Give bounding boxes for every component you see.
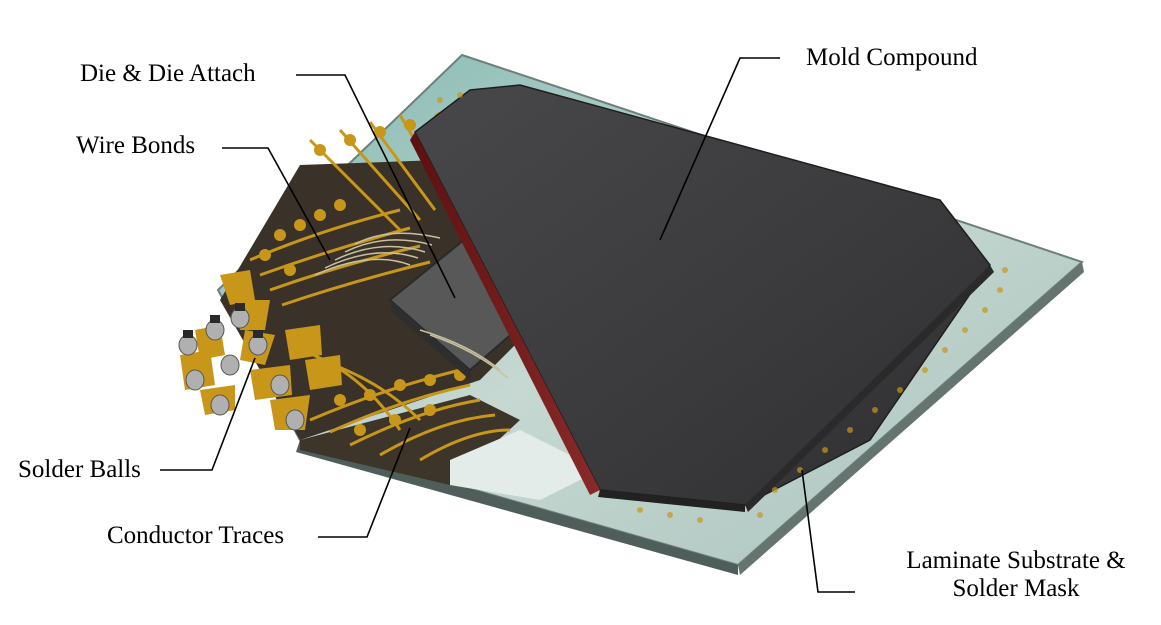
leader-mold-compound [659, 57, 780, 241]
leader-lines [160, 57, 855, 593]
substrate-pads [437, 92, 1008, 523]
wire-bonds [314, 232, 509, 379]
label-laminate-substrate: Laminate Substrate & Solder Mask [880, 547, 1152, 603]
substrate-window [450, 430, 600, 500]
leader-conductor-traces [318, 427, 411, 538]
leader-die-attach [296, 74, 456, 299]
solder-balls [178, 270, 342, 431]
leader-wire-bonds [222, 147, 331, 261]
label-die-attach: Die & Die Attach [80, 60, 256, 87]
trace-pads [259, 112, 466, 436]
label-wire-bonds: Wire Bonds [76, 132, 196, 159]
label-laminate-line1: Laminate Substrate & [906, 547, 1126, 574]
label-mold-compound: Mold Compound [806, 44, 978, 71]
label-conductor-traces: Conductor Traces [107, 522, 285, 549]
label-solder-balls: Solder Balls [18, 456, 141, 483]
mold-compound [410, 84, 994, 512]
label-laminate-line2: Solder Mask [952, 575, 1080, 602]
leader-laminate [801, 469, 855, 593]
leader-solder-balls [160, 357, 256, 471]
